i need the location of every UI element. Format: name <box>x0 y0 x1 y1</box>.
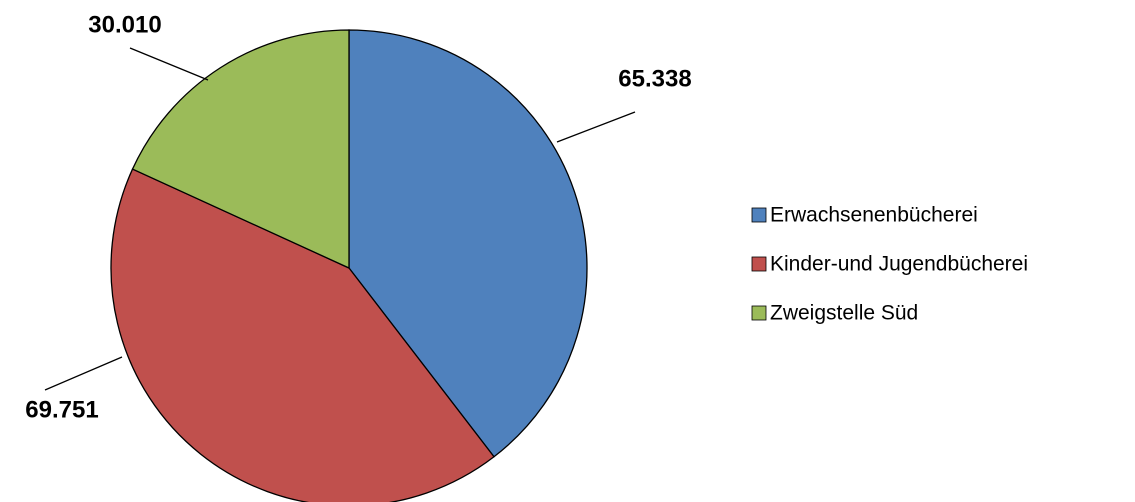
legend-label: Kinder-und Jugendbücherei <box>770 253 1028 276</box>
pie-slice <box>131 29 350 270</box>
legend-swatch <box>751 305 767 321</box>
legend-swatch <box>751 256 767 272</box>
data-label: 69.751 <box>25 396 98 423</box>
legend-label: Erwachsenenbücherei <box>770 204 978 227</box>
data-label: 65.338 <box>618 65 691 92</box>
leader-line <box>44 356 123 391</box>
pie-slice <box>348 29 588 458</box>
pie-slice <box>110 168 495 502</box>
data-label: 30.010 <box>88 11 161 38</box>
legend-label: Zweigstelle Süd <box>770 302 918 325</box>
legend-swatch <box>751 207 767 223</box>
leader-line <box>556 111 636 143</box>
leader-line <box>129 47 209 81</box>
